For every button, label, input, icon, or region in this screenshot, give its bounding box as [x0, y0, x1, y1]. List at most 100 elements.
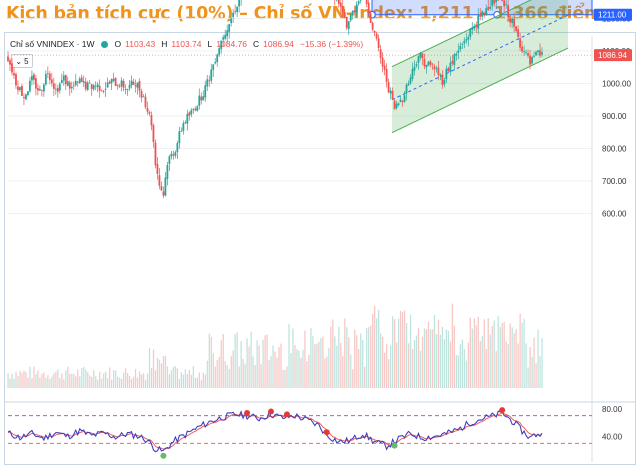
- volume-bar: [114, 370, 117, 388]
- volume-bar: [194, 377, 196, 388]
- rsi-buy-signal: [160, 452, 167, 459]
- volume-bar: [322, 336, 324, 388]
- volume-bar: [399, 310, 402, 388]
- candle-body: [511, 18, 514, 24]
- candle-body: [493, 0, 496, 4]
- volume-bar: [190, 374, 193, 388]
- candle-body: [381, 57, 384, 67]
- candle-body: [200, 96, 203, 101]
- candle-body: [23, 97, 25, 99]
- volume-bar: [292, 328, 294, 388]
- candle-body: [122, 80, 125, 88]
- candle-body: [467, 37, 470, 40]
- candle-body: [11, 63, 13, 73]
- volume-bar: [41, 373, 43, 388]
- candle-body: [174, 152, 177, 156]
- candle-body: [471, 27, 474, 30]
- volume-bar: [320, 338, 322, 388]
- volume-bar: [45, 377, 47, 388]
- candle-body: [387, 82, 390, 93]
- candle-body: [178, 131, 181, 144]
- candle-body: [359, 0, 362, 1]
- volume-bar: [344, 318, 346, 388]
- candle-body: [54, 88, 57, 90]
- candle-body: [86, 82, 89, 91]
- volume-bar: [142, 373, 145, 388]
- open-value: 1103.43: [125, 39, 156, 49]
- volume-bar: [411, 349, 414, 388]
- volume-bar: [120, 378, 123, 388]
- volume-bar: [162, 356, 165, 388]
- candle-body: [164, 177, 167, 196]
- volume-bar: [455, 355, 458, 388]
- candle-body: [459, 46, 462, 50]
- candle-body: [216, 54, 219, 63]
- grid-lines: [5, 17, 635, 462]
- volume-bar: [393, 319, 396, 388]
- volume-bar: [105, 371, 107, 388]
- volume-bar: [314, 344, 316, 388]
- candle-body: [186, 113, 189, 124]
- volume-bar: [497, 315, 499, 388]
- volume-bar: [254, 365, 256, 388]
- candle-body: [224, 34, 227, 39]
- candle-body: [455, 53, 458, 56]
- volume-bar: [262, 339, 264, 388]
- volume-bar: [188, 369, 191, 388]
- volume-bar: [425, 329, 428, 388]
- volume-bar: [128, 376, 131, 388]
- volume-bar: [350, 354, 352, 388]
- volume-bar: [212, 353, 214, 388]
- candle-body: [491, 0, 494, 6]
- volume-bar: [13, 378, 15, 388]
- volume-bar: [429, 329, 432, 388]
- candle-body: [457, 50, 460, 53]
- volume-bar: [391, 316, 394, 388]
- volume-bar: [71, 373, 73, 388]
- rsi-sell-signal: [283, 411, 290, 418]
- volume-bar: [437, 319, 440, 388]
- symbol-name[interactable]: Chỉ số VNINDEX · 1W: [10, 39, 95, 49]
- volume-bar: [21, 373, 23, 388]
- candle-body: [82, 81, 85, 83]
- volume-bar: [200, 379, 202, 388]
- candle-body: [345, 16, 348, 28]
- volume-bar: [236, 332, 238, 388]
- candle-body: [495, 0, 498, 3]
- volume-bar: [266, 334, 268, 388]
- volume-bar: [55, 371, 57, 388]
- candle-body: [130, 80, 133, 86]
- visibility-icon[interactable]: [100, 40, 108, 48]
- candle-body: [541, 52, 543, 55]
- candle-body: [25, 94, 27, 100]
- volume-bar: [240, 341, 242, 388]
- candle-body: [110, 79, 113, 84]
- volume-bar: [383, 352, 386, 388]
- candle-body: [531, 56, 533, 64]
- volume-bar: [304, 330, 306, 388]
- volume-bar: [158, 359, 161, 388]
- volume-bar: [25, 372, 27, 388]
- volume-bar: [234, 334, 236, 388]
- volume-bar: [352, 369, 354, 388]
- volume-bar: [23, 370, 25, 388]
- candle-body: [40, 90, 43, 91]
- candle-body: [68, 82, 71, 89]
- volume-bar: [238, 366, 240, 388]
- volume-bar: [515, 329, 517, 388]
- indicators-collapse-button[interactable]: ⌄ 5: [11, 54, 33, 68]
- volume-bar: [164, 355, 167, 388]
- y-tick-label: 900.00: [602, 112, 627, 121]
- volume-bar: [79, 376, 81, 388]
- volume-bar: [130, 379, 133, 388]
- candle-body: [355, 4, 358, 13]
- candle-body: [168, 156, 171, 164]
- candle-body: [389, 90, 392, 94]
- volume-bar: [370, 325, 372, 388]
- price-channel[interactable]: [391, 0, 569, 134]
- candle-body: [397, 103, 400, 106]
- volume-bar: [134, 368, 137, 388]
- volume-bar: [348, 337, 350, 388]
